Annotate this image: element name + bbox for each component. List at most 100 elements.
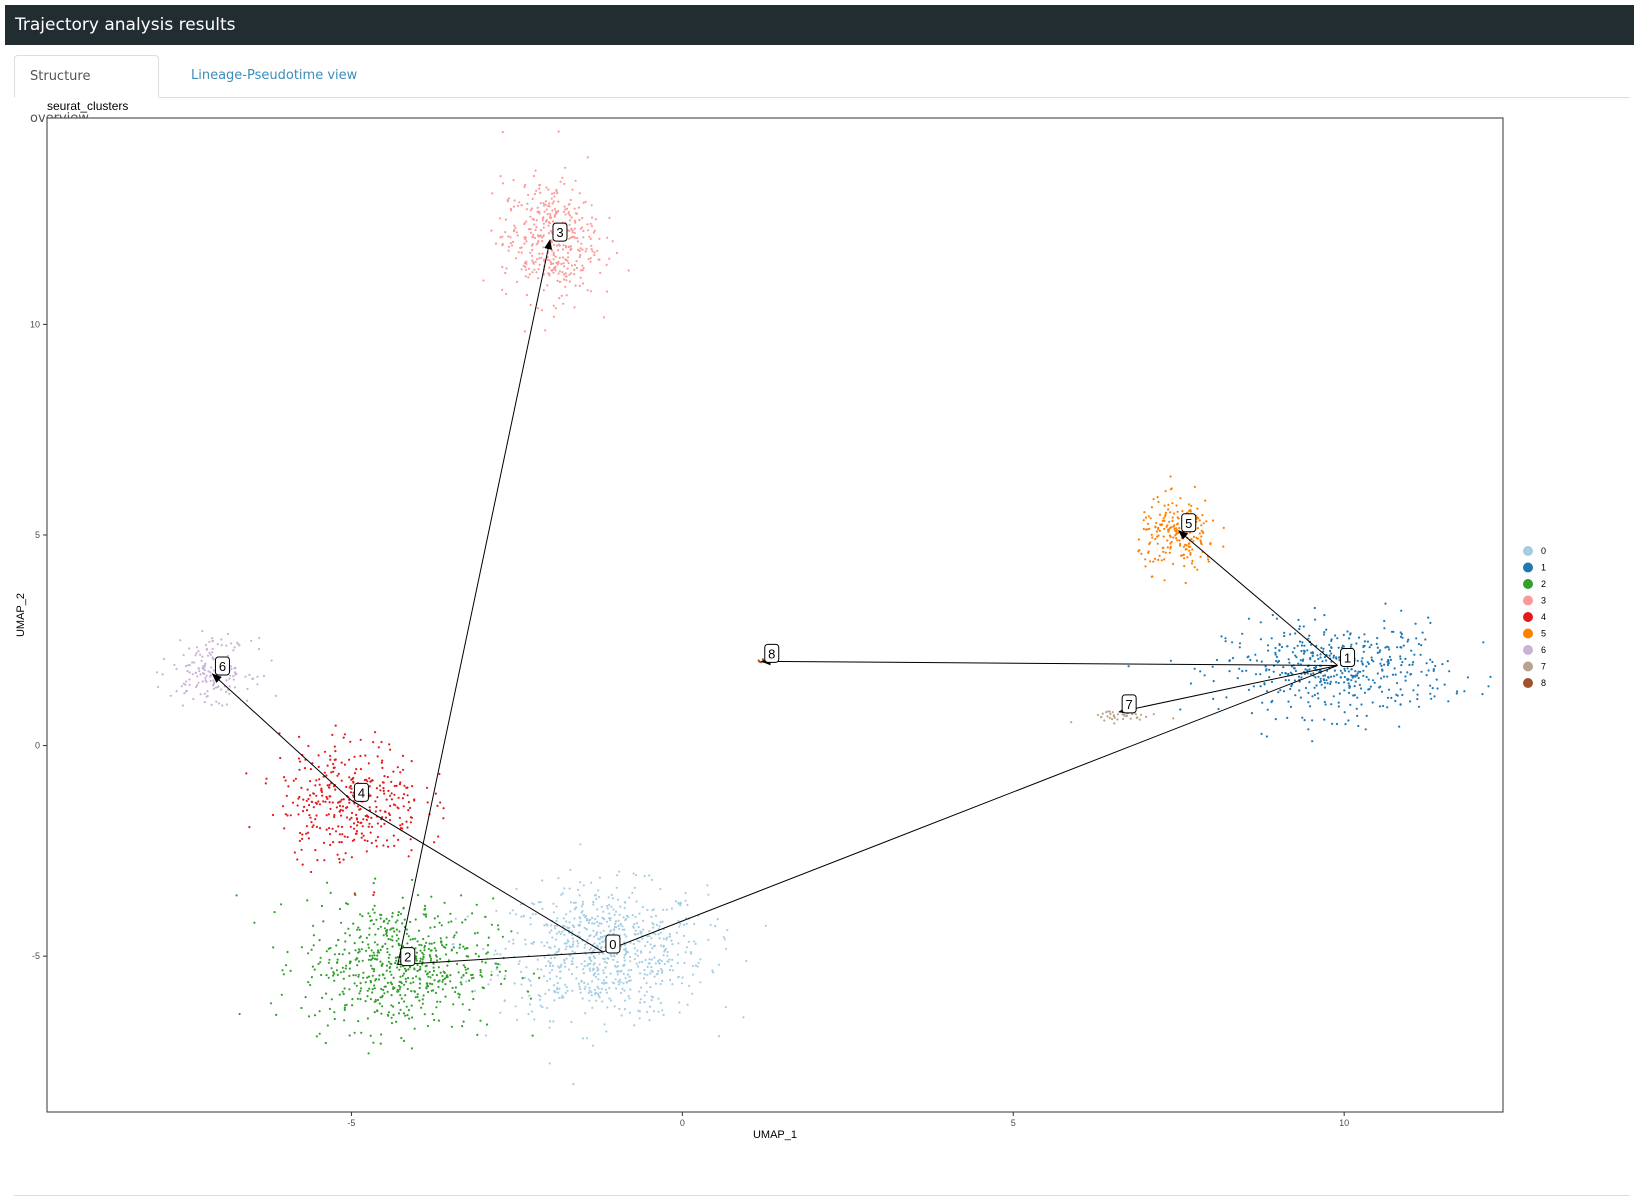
cell-point	[1224, 640, 1227, 643]
cell-point	[1188, 545, 1192, 548]
cell-point	[360, 832, 363, 835]
cell-point	[527, 267, 531, 270]
cell-point	[307, 1015, 311, 1018]
cell-point	[370, 919, 373, 922]
cell-point	[393, 793, 396, 796]
cell-point	[212, 679, 215, 682]
cell-point	[545, 208, 548, 211]
cell-point	[624, 947, 627, 950]
cell-point	[348, 776, 351, 779]
cell-point	[570, 264, 574, 267]
cell-point	[609, 929, 613, 932]
cell-point	[616, 973, 620, 976]
cell-point	[579, 247, 582, 250]
cell-point	[458, 993, 461, 996]
cell-point	[450, 920, 453, 923]
cell-point	[529, 231, 533, 234]
tab-lineage-pseudotime-view[interactable]: Lineage-Pseudotime view	[191, 68, 358, 83]
cell-point	[1175, 537, 1178, 540]
cell-point	[635, 962, 638, 965]
cell-point	[693, 922, 696, 926]
cell-point	[1350, 674, 1353, 677]
cell-point	[396, 988, 399, 992]
cell-point	[504, 947, 507, 950]
cell-point	[552, 902, 555, 905]
cell-point	[443, 977, 446, 980]
cell-point	[571, 945, 574, 948]
cell-point	[541, 217, 545, 220]
cell-point	[1315, 684, 1318, 687]
cell-point	[409, 938, 412, 941]
cell-point	[429, 982, 432, 985]
cell-point	[558, 996, 561, 1000]
cell-point	[403, 983, 406, 986]
cell-point	[652, 908, 656, 911]
cell-point	[1176, 539, 1179, 542]
cell-point	[1365, 675, 1368, 679]
cell-point	[717, 1035, 721, 1038]
cell-point	[593, 988, 597, 991]
cell-point	[332, 762, 335, 766]
cell-point	[398, 988, 401, 991]
cell-point	[1419, 653, 1422, 656]
cell-point	[493, 953, 496, 956]
cell-point	[1183, 557, 1186, 560]
cell-point	[325, 774, 328, 777]
cell-point	[527, 990, 530, 993]
cell-point	[357, 960, 361, 963]
cell-point	[562, 262, 565, 265]
cell-point	[562, 244, 565, 247]
cell-point	[1140, 552, 1143, 555]
cell-point	[601, 936, 604, 939]
cell-point	[660, 967, 663, 971]
cell-point	[1432, 668, 1435, 671]
cell-point	[431, 983, 434, 986]
cell-point	[435, 974, 438, 977]
cell-point	[1106, 715, 1109, 718]
cell-point	[548, 266, 551, 269]
cell-point	[1148, 527, 1151, 530]
cell-point	[565, 275, 568, 278]
cell-point	[446, 964, 449, 967]
cell-point	[1290, 685, 1293, 688]
cell-point	[626, 973, 630, 976]
cell-point	[597, 994, 600, 997]
cell-point	[636, 939, 639, 942]
cell-point	[308, 814, 311, 817]
cell-point	[1330, 703, 1333, 706]
cell-point	[366, 976, 369, 979]
cell-point	[320, 973, 323, 977]
cell-point	[659, 982, 662, 986]
cell-point	[1228, 670, 1231, 673]
cell-point	[649, 943, 652, 946]
cell-point	[229, 665, 232, 668]
cell-point	[1309, 673, 1312, 676]
cell-point	[1169, 535, 1172, 538]
tab-structure-overview[interactable]: Structure overview	[14, 55, 159, 126]
cell-point	[439, 801, 442, 804]
cell-point	[1420, 670, 1423, 673]
cell-point	[466, 967, 470, 970]
cell-point	[568, 219, 572, 222]
cell-point	[542, 202, 545, 205]
cell-point	[208, 640, 211, 644]
cell-point	[313, 968, 316, 971]
cell-point	[325, 950, 328, 953]
cell-point	[1171, 502, 1174, 505]
cell-point	[537, 235, 540, 238]
cell-point	[367, 912, 370, 915]
cell-point	[1179, 544, 1182, 547]
cell-point	[396, 990, 399, 993]
cell-point	[617, 983, 621, 986]
cell-point	[348, 988, 351, 991]
cell-point	[343, 948, 346, 951]
cell-point	[531, 259, 534, 262]
cell-point	[1275, 617, 1278, 620]
cell-point	[366, 839, 369, 843]
cell-point	[567, 211, 570, 214]
cell-point	[233, 686, 237, 689]
cell-point	[317, 962, 320, 966]
cell-point	[499, 236, 502, 239]
cell-point	[390, 973, 393, 976]
x-tick-label: 10	[1339, 1118, 1349, 1128]
